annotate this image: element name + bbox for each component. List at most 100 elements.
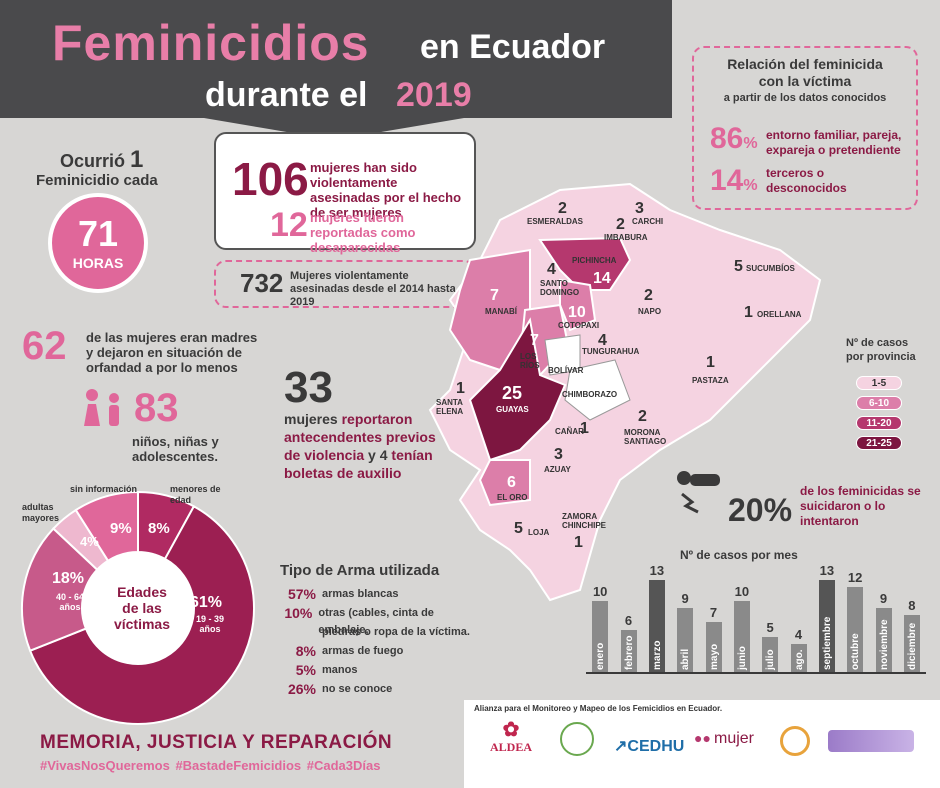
armas-text: armas de fuego (322, 645, 404, 657)
aldea-flower-icon: ✿ (502, 719, 520, 741)
bar-value: 12 (847, 570, 863, 586)
header-banner (0, 0, 672, 118)
logo-green-circle-icon (560, 722, 594, 756)
relacion-title-line2: con la víctima (758, 73, 852, 89)
armas-pct: 26% (287, 681, 316, 697)
title-feminicidios: Feminicidios (52, 15, 370, 71)
armas-pct: 57% (287, 586, 316, 602)
armas-row: 8% armas de fuego (280, 643, 470, 662)
title-year: 2019 (396, 76, 472, 114)
stat-83-text: niños, niñas y adolescentes. (132, 434, 219, 464)
legend-item-2: 6-10 (856, 396, 902, 410)
bar-value: 8 (908, 598, 916, 614)
prov-morona-santiago: MORONA SANTIAGO (624, 428, 667, 446)
donut-center-3: víctimas (113, 616, 171, 632)
bar-ago. (790, 643, 807, 672)
map-cotopaxi (559, 278, 597, 332)
title-en-ecuador: en Ecuador (420, 28, 606, 66)
logo-mujer: ●● mujer (694, 730, 754, 748)
prov-santa-elena-n: 1 (456, 380, 465, 397)
bar-category-label: febrero (623, 635, 635, 670)
legend-item-4: 21-25 (856, 436, 902, 450)
bar-category-label: ago. (793, 649, 805, 670)
prov-pastaza: PASTAZA (692, 376, 729, 385)
bar-category-label: abril (680, 648, 692, 670)
armas-row: 5% manos (280, 662, 470, 681)
prov-canar-n: 1 (580, 420, 589, 437)
bar-value: 9 (879, 591, 888, 607)
prov-pichincha-n: 14 (593, 270, 611, 287)
donut-segments (21, 490, 255, 725)
relacion-86: 86% (710, 122, 758, 156)
partners-logos: Alianza para el Monitoreo y Mapeo de los… (464, 700, 940, 788)
bar-diciembre (903, 615, 920, 672)
bar-febrero (620, 629, 637, 672)
armas-text: piedras o ropa de la víctima. (322, 626, 470, 638)
memoria-text: MEMORIA, JUSTICIA Y REPARACIÓN (40, 732, 393, 753)
bar-value: 13 (649, 563, 665, 578)
bar-category-label: julio (765, 649, 777, 670)
armas-text: manos (322, 664, 358, 676)
map-guayas (468, 317, 567, 462)
bar-mayo (705, 622, 722, 672)
chart-baseline (586, 672, 926, 674)
bar-category-label: octubre (850, 633, 862, 670)
prov-azuay: AZUAY (544, 465, 571, 474)
bar-category-label: junio (736, 646, 748, 670)
prov-guayas: GUAYAS (496, 405, 529, 414)
prov-sucumbios-n: 5 (734, 258, 743, 275)
donut-lbl-adultas: adultas mayores (22, 502, 60, 523)
donut-center: Edades de las víctimas (112, 584, 172, 632)
title-durante: durante el (205, 76, 368, 114)
prov-zamora-chinchipe-n: 1 (574, 534, 583, 551)
stat-12-number: 12 (270, 206, 308, 244)
relacion-86-pct: % (743, 135, 758, 152)
legend-item-1: 1-5 (856, 376, 902, 390)
bar-julio (762, 636, 779, 672)
armas-pct: 10% (284, 605, 313, 621)
armas-row: 26% no se conoce (280, 681, 470, 700)
relacion-14: 14% (710, 164, 758, 198)
stat-62-text: de las mujeres eran madres y dejaron en … (86, 330, 258, 375)
legend-title-line1: Nº de casos (846, 337, 909, 349)
legend-title-line2: por provincia (846, 351, 916, 363)
prov-bolivar: BOLÍVAR (548, 366, 584, 375)
prov-zamora-chinchipe: ZAMORA CHINCHIPE (562, 512, 607, 530)
bar-value: 10 (734, 584, 750, 600)
bar-septiembre (818, 580, 835, 672)
donut-lbl-menores: menores de edad (170, 484, 221, 505)
prov-tungurahua-n: 4 (598, 332, 607, 349)
ocurrio-number: 1 (130, 146, 144, 173)
prov-sucumbios: SUCUMBÍOS (746, 264, 795, 273)
donut-pct-9: 9% (110, 520, 132, 537)
children-icon (84, 389, 119, 426)
logo-wheel-icon (780, 726, 810, 756)
prov-morona-santiago-n: 2 (638, 408, 647, 425)
armas-pct: 5% (295, 662, 316, 678)
prov-pichincha: PICHINCHA (572, 256, 617, 265)
logo-purple-banner-icon (828, 730, 914, 752)
stat-12-text: mujeres fueron reportadas como desaparec… (310, 210, 416, 255)
prov-santo-domingo-n: 4 (547, 261, 556, 278)
age-donut-chart (21, 490, 255, 725)
armas-text: armas blancas (322, 588, 399, 600)
prov-imbabura-n: 2 (616, 216, 625, 233)
relacion-title-line1: Relación del feminicida (727, 56, 883, 72)
prov-chimborazo: CHIMBORAZO (562, 390, 618, 399)
armas-text: otras (cables, cinta de embalaje, (318, 607, 434, 636)
bar-category-label: marzo (651, 640, 663, 670)
donut-hole (82, 552, 194, 664)
armas-title: Tipo de Arma utilizada (280, 562, 440, 579)
ecuador-map (428, 182, 822, 602)
logo-aldea-text: ALDEA (489, 740, 532, 754)
hashtags: #VivasNosQueremos #BastadeFemicidios #Ca… (40, 758, 381, 773)
stat-33-number: 33 (284, 363, 333, 412)
donut-pct-8: 8% (148, 520, 170, 537)
prov-manabi-n: 7 (490, 287, 499, 304)
relacion-14-pct: % (743, 177, 758, 194)
prov-santo-domingo: SANTO DOMINGO (540, 279, 580, 297)
stat-106-text: mujeres han sido violentamente asesinada… (310, 160, 462, 220)
armas-pct (280, 624, 316, 643)
prov-santa-elena: SANTA ELENA (436, 398, 464, 416)
prov-pastaza-n: 1 (706, 354, 715, 371)
